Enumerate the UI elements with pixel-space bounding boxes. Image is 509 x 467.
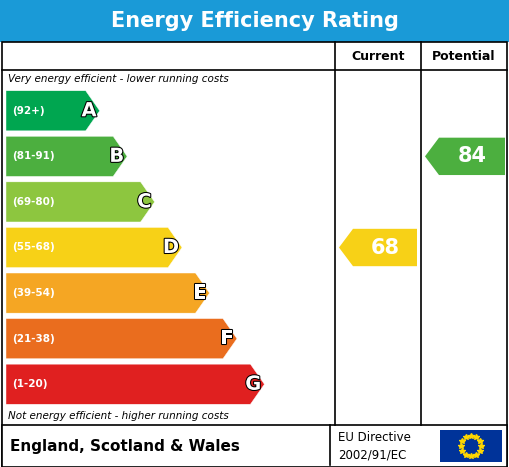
Polygon shape xyxy=(339,229,417,266)
Text: (92+): (92+) xyxy=(12,106,45,116)
Text: (1-20): (1-20) xyxy=(12,379,47,389)
Text: EU Directive
2002/91/EC: EU Directive 2002/91/EC xyxy=(338,431,411,461)
Text: Potential: Potential xyxy=(432,50,496,63)
Text: D: D xyxy=(163,238,179,257)
Text: B: B xyxy=(109,147,124,166)
Polygon shape xyxy=(6,182,155,222)
Text: (81-91): (81-91) xyxy=(12,151,54,162)
Text: Very energy efficient - lower running costs: Very energy efficient - lower running co… xyxy=(8,74,229,84)
Text: F: F xyxy=(221,329,234,348)
Text: (21-38): (21-38) xyxy=(12,333,55,344)
Text: E: E xyxy=(193,283,207,303)
Text: Current: Current xyxy=(351,50,405,63)
Polygon shape xyxy=(6,91,100,131)
Text: G: G xyxy=(245,375,262,394)
Polygon shape xyxy=(6,273,210,313)
Polygon shape xyxy=(6,318,237,359)
Bar xyxy=(0,0,509,42)
Text: England, Scotland & Wales: England, Scotland & Wales xyxy=(10,439,240,453)
Bar xyxy=(2,425,507,467)
Text: 68: 68 xyxy=(371,238,400,257)
Text: Energy Efficiency Rating: Energy Efficiency Rating xyxy=(110,11,399,31)
Text: (39-54): (39-54) xyxy=(12,288,55,298)
Text: A: A xyxy=(81,101,97,120)
Text: C: C xyxy=(137,192,152,212)
Text: (55-68): (55-68) xyxy=(12,242,55,253)
Bar xyxy=(440,430,502,462)
Polygon shape xyxy=(6,227,182,268)
Polygon shape xyxy=(6,136,127,177)
Text: Not energy efficient - higher running costs: Not energy efficient - higher running co… xyxy=(8,411,229,421)
Polygon shape xyxy=(6,364,264,404)
Text: 84: 84 xyxy=(458,146,487,166)
Text: (69-80): (69-80) xyxy=(12,197,54,207)
Polygon shape xyxy=(425,138,505,175)
